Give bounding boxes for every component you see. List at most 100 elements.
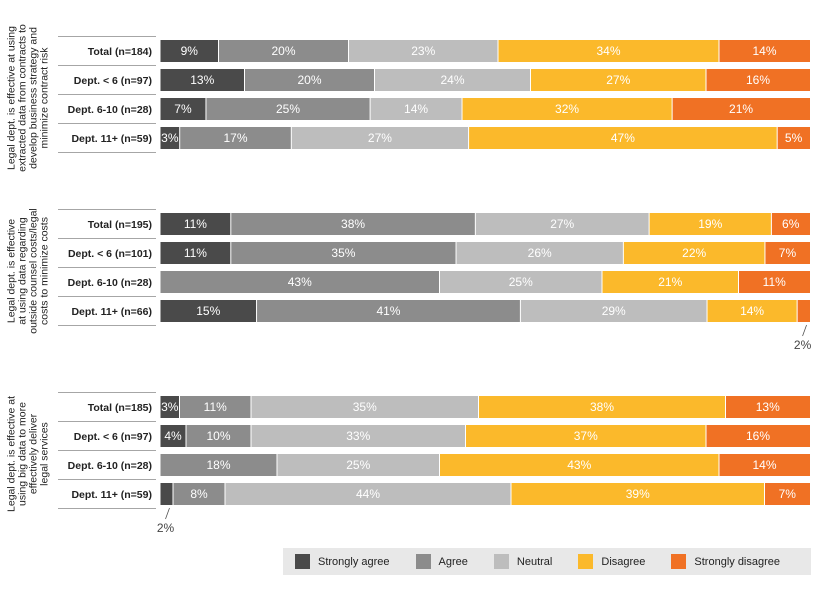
group-1-row-3-value-disagree: 14% [740,304,764,318]
group-2-row-3-bar-disagree [511,483,765,505]
group-1-row-3-bar-strongly-agree [160,300,257,322]
group-2-row-1-label: Dept. < 6 (n=97) [74,431,152,443]
group-2-row-1-bar-agree [186,425,251,447]
group-2-row-0-bar-disagree [478,396,726,418]
group-0-row-1-label: Dept. < 6 (n=97) [74,75,152,87]
group-2-row-1-bar-strongly-agree [160,425,186,447]
group-2-label-line-3: legal services [38,422,50,486]
group-2-row-2-value-strongly-disagree: 14% [752,458,776,472]
group-2-row-2-value-neutral: 25% [346,458,370,472]
group-2-row-2-value-disagree: 43% [567,458,591,472]
group-0-label-line-3: minimize contract risk [38,47,50,149]
group-0-row-0-bar-strongly-agree [160,40,219,62]
group-0-row-2-value-neutral: 14% [404,102,428,116]
group-1-row-3-bar-agree [256,300,521,322]
group-0-row-0-value-strongly-disagree: 14% [752,44,776,58]
group-1-row-3-value-neutral: 29% [602,304,626,318]
legend-item-agree: Agree [415,554,468,569]
group-2-row-3-bar-neutral [225,483,511,505]
group-2-label-line-2: effectively deliver [27,413,39,494]
group-2-row-0-bar-agree [179,396,251,418]
group-1-row-2-value-neutral: 25% [509,275,533,289]
legend-swatch-strongly-agree [295,554,310,569]
group-0-row-3-bar-agree [179,127,292,149]
group-0-row-1-value-disagree: 27% [606,73,630,87]
group-1-row-0-value-strongly-disagree: 6% [782,217,800,231]
group-1-row-2-value-agree: 43% [288,275,312,289]
group-2-row-1-value-agree: 10% [206,429,230,443]
group-0-row-0-value-agree: 20% [271,44,295,58]
group-2-callout-line [165,507,170,520]
group-0-row-2-bar-agree [205,98,371,120]
group-1-row-2-label: Dept. 6-10 (n=28) [68,277,152,289]
group-2-row-1-value-strongly-disagree: 16% [746,429,770,443]
group-0-row-1-bar-strongly-disagree [706,69,810,91]
group-2-row-2-value-agree: 18% [206,458,230,472]
group-2-callout-label: 2% [157,521,175,535]
group-0-label-line-2: develop business strategy and [27,27,39,169]
group-0-row-2-label: Dept. 6-10 (n=28) [68,104,152,116]
legend-swatch-strongly-disagree [671,554,687,569]
group-2-row-1-value-neutral: 33% [346,429,370,443]
group-2-row-0-value-neutral: 35% [353,400,377,414]
legend-swatch-neutral [493,554,509,569]
group-1-callout-line [802,324,807,337]
group-2-row-0-value-strongly-disagree: 13% [756,400,780,414]
group-0-row-3-label: Dept. 11+ (n=59) [71,133,152,145]
group-0-row-2-bar-neutral [370,98,463,120]
group-1-row-3-label: Dept. 11+ (n=66) [71,306,152,318]
group-2-row-3-bar-agree [173,483,225,505]
group-0-row-2-bar-strongly-agree [160,98,206,120]
group-2-row-2-bar-agree [160,454,277,476]
group-1-row-1-label: Dept. < 6 (n=101) [68,248,152,260]
group-0-row-2-value-strongly-disagree: 21% [729,102,753,116]
group-2-row-2-label: Dept. 6-10 (n=28) [68,460,152,472]
group-0-row-2-value-agree: 25% [276,102,300,116]
group-2-label-line-1: using big data to more [16,402,28,506]
group-0-row-3-bar-strongly-disagree [777,127,810,149]
legend-label-strongly-agree: Strongly agree [318,555,390,568]
group-2-row-0-value-disagree: 38% [590,400,614,414]
group-1-row-1-value-strongly-agree: 11% [184,246,207,260]
group-2-row-0-bar-neutral [251,396,479,418]
group-1-row-0-value-strongly-agree: 11% [184,217,207,231]
group-1-label-line-1: at using data regarding [16,217,28,325]
legend-swatch-disagree [578,554,594,569]
group-1-row-3-bar-neutral [520,300,708,322]
group-0-row-1-bar-strongly-agree [160,69,245,91]
group-1-row-1-value-agree: 35% [331,246,355,260]
group-2-row-1-bar-neutral [251,425,466,447]
group-2-row-1-value-disagree: 37% [574,429,598,443]
group-1-row-1-value-disagree: 22% [682,246,706,260]
group-2-label-line-0: Legal dept. is effective at [5,396,17,512]
group-0-row-1-bar-agree [244,69,375,91]
group-1-label-line-2: outside counsel costs/legal [27,208,39,334]
group-2-row-1-bar-disagree [465,425,706,447]
group-2-row-3-value-disagree: 39% [626,487,650,501]
group-1-row-1-value-strongly-disagree: 7% [779,246,797,260]
group-1-row-3-value-strongly-agree: 15% [196,304,220,318]
group-0-row-1-value-strongly-agree: 13% [190,73,214,87]
group-1-row-1-bar-disagree [623,242,765,264]
group-0-row-1-value-strongly-disagree: 16% [746,73,770,87]
group-0-row-0-value-strongly-agree: 9% [181,44,199,58]
group-0-row-3-bar-strongly-agree [160,127,180,149]
group-1-row-1-bar-strongly-disagree [764,242,810,264]
group-0-label-line-0: Legal dept. is effective at using [5,26,17,170]
group-0-row-0-bar-disagree [498,40,719,62]
group-1-row-2-bar-disagree [602,271,739,293]
group-1-row-2-value-strongly-disagree: 11% [763,275,786,289]
group-2-row-3-value-neutral: 44% [356,487,380,501]
group-0-row-3-value-neutral: 27% [368,131,392,145]
group-1-row-0-value-neutral: 27% [550,217,574,231]
group-0-row-1-value-agree: 20% [297,73,321,87]
group-1-row-1-bar-agree [230,242,457,264]
legend-item-strongly-disagree: Strongly disagree [671,554,780,569]
legend-label-strongly-disagree: Strongly disagree [694,555,781,568]
group-1-row-0-bar-neutral [475,213,650,235]
legend-label-disagree: Disagree [601,555,646,568]
group-1-row-1-bar-strongly-agree [160,242,231,264]
group-2-row-3-bar-strongly-disagree [764,483,810,505]
group-1-row-3-bar-disagree [707,300,798,322]
legend-item-strongly-agree: Strongly agree [295,554,390,569]
